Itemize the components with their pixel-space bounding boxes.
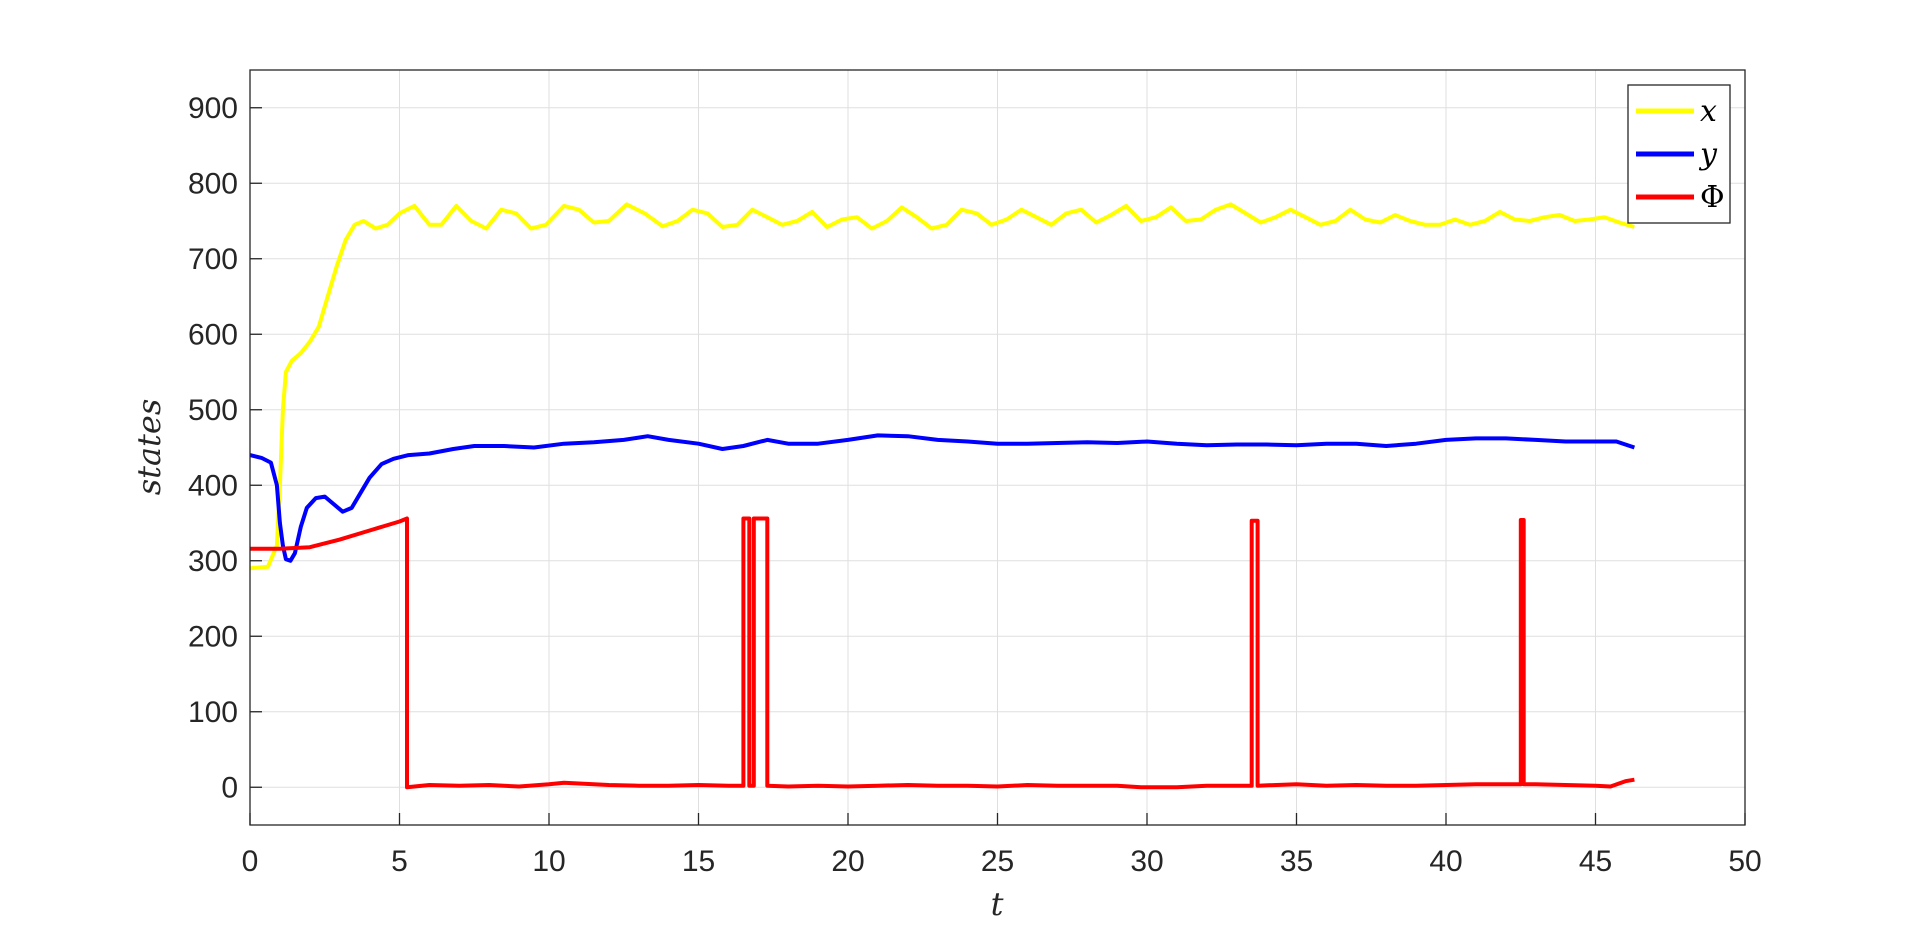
y-tick-label: 900 xyxy=(188,92,238,125)
x-tick-label: 20 xyxy=(831,845,864,878)
y-tick-label: 300 xyxy=(188,545,238,578)
y-tick-label: 400 xyxy=(188,469,238,502)
x-axis: 0 5 10 15 20 25 30 35 40 45 50 xyxy=(242,813,1762,878)
legend-label-phi: Φ xyxy=(1700,180,1725,215)
x-axis-label: t xyxy=(991,885,1004,923)
y-tick-label: 500 xyxy=(188,394,238,427)
x-tick-label: 15 xyxy=(682,845,715,878)
series-layer xyxy=(249,202,1636,790)
x-tick-label: 10 xyxy=(532,845,565,878)
y-tick-label: 200 xyxy=(188,620,238,653)
y-tick-label: 700 xyxy=(188,243,238,276)
series-phi-line xyxy=(250,516,1635,790)
series-x-line xyxy=(249,202,1635,571)
y-tick-label: 100 xyxy=(188,696,238,729)
x-tick-label: 35 xyxy=(1280,845,1313,878)
y-axis-label: states xyxy=(130,399,168,496)
y-tick-label: 600 xyxy=(188,318,238,351)
legend-label-y: y xyxy=(1698,137,1718,172)
x-tick-label: 25 xyxy=(981,845,1014,878)
series-y-line xyxy=(249,433,1636,563)
x-tick-label: 0 xyxy=(242,845,259,878)
legend: xyΦ xyxy=(1627,84,1731,224)
x-tick-label: 45 xyxy=(1579,845,1612,878)
x-tick-label: 30 xyxy=(1130,845,1163,878)
y-axis: 0 100 200 300 400 500 600 700 800 900 xyxy=(188,92,262,804)
y-tick-label: 800 xyxy=(188,167,238,200)
y-tick-label: 0 xyxy=(221,771,238,804)
x-tick-label: 5 xyxy=(391,845,408,878)
legend-label-x: x xyxy=(1700,94,1717,129)
x-tick-label: 50 xyxy=(1728,845,1761,878)
x-tick-label: 40 xyxy=(1429,845,1462,878)
